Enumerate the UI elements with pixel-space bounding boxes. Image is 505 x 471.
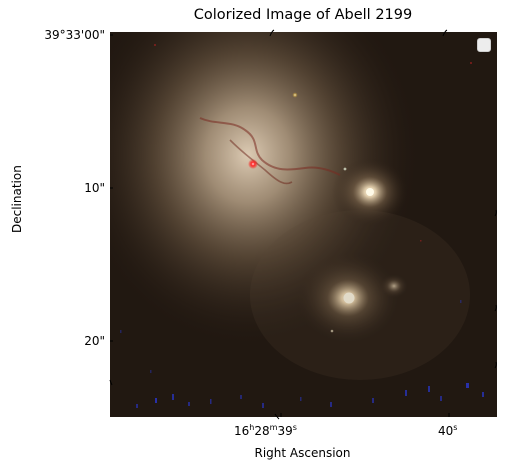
dust-lane [229, 139, 293, 185]
wcs-ticks [109, 29, 497, 420]
galaxy-image [110, 32, 497, 417]
noise-speckles [120, 300, 484, 408]
companion-galaxy-core [366, 188, 374, 196]
figure-title: Colorized Image of Abell 2199 [193, 7, 413, 23]
red-point-source [248, 159, 258, 169]
x-axis-label: Right Ascension [254, 446, 351, 460]
y-tick-label: 10" [84, 181, 105, 195]
x-ticks [280, 413, 450, 417]
legend [477, 38, 491, 52]
y-ticks [110, 34, 113, 342]
lower-galaxy-core [343, 292, 355, 304]
y-axis-label: Declination [10, 165, 24, 233]
x-tick-label: 16h28m39s [234, 423, 297, 438]
y-tick-label: 39°33'00" [44, 28, 105, 42]
dust-lane [199, 117, 341, 176]
small-galaxy [380, 274, 408, 298]
y-tick-label: 20" [84, 334, 105, 348]
x-tick-label: 40s [438, 423, 458, 438]
foreground-star [292, 92, 298, 98]
